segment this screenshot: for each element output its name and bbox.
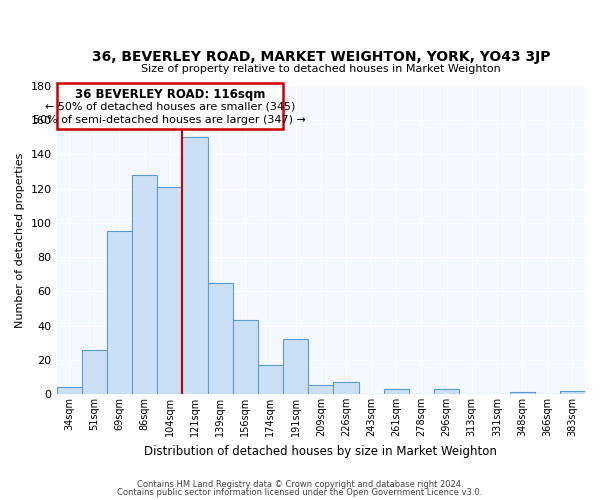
Bar <box>383 389 409 394</box>
Text: 36 BEVERLEY ROAD: 116sqm: 36 BEVERLEY ROAD: 116sqm <box>74 88 265 101</box>
Bar <box>258 365 283 394</box>
Bar <box>434 389 459 394</box>
Text: Contains HM Land Registry data © Crown copyright and database right 2024.: Contains HM Land Registry data © Crown c… <box>137 480 463 489</box>
Y-axis label: Number of detached properties: Number of detached properties <box>15 152 25 328</box>
Bar <box>560 390 585 394</box>
Text: Contains public sector information licensed under the Open Government Licence v3: Contains public sector information licen… <box>118 488 482 497</box>
Bar <box>308 386 334 394</box>
Bar <box>509 392 535 394</box>
Text: ← 50% of detached houses are smaller (345): ← 50% of detached houses are smaller (34… <box>44 102 295 112</box>
X-axis label: Distribution of detached houses by size in Market Weighton: Distribution of detached houses by size … <box>145 444 497 458</box>
Title: 36, BEVERLEY ROAD, MARKET WEIGHTON, YORK, YO43 3JP: 36, BEVERLEY ROAD, MARKET WEIGHTON, YORK… <box>92 50 550 64</box>
Bar <box>157 187 182 394</box>
Bar <box>82 350 107 394</box>
Bar <box>283 340 308 394</box>
Text: 50% of semi-detached houses are larger (347) →: 50% of semi-detached houses are larger (… <box>34 115 306 125</box>
Bar <box>233 320 258 394</box>
Bar <box>107 232 132 394</box>
Bar <box>56 387 82 394</box>
Bar <box>182 138 208 394</box>
Bar <box>334 382 359 394</box>
Bar <box>132 175 157 394</box>
Text: Size of property relative to detached houses in Market Weighton: Size of property relative to detached ho… <box>141 64 500 74</box>
FancyBboxPatch shape <box>56 82 283 129</box>
Bar <box>208 283 233 394</box>
